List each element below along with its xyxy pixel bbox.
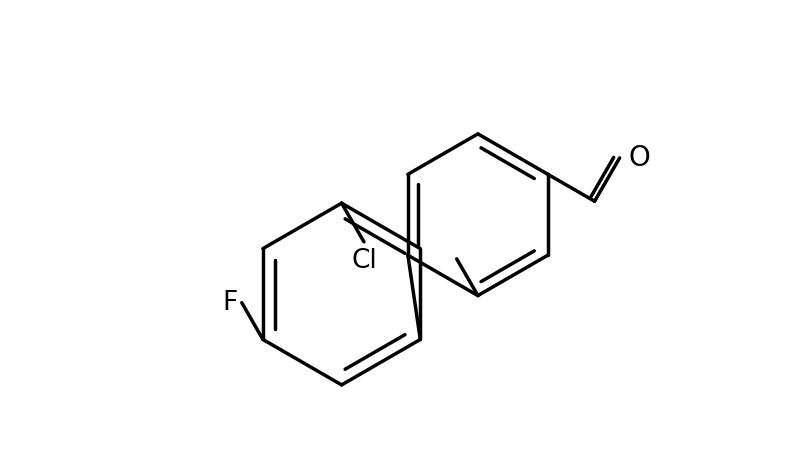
Text: O: O <box>629 144 651 172</box>
Text: Cl: Cl <box>351 248 377 274</box>
Text: F: F <box>222 290 238 316</box>
